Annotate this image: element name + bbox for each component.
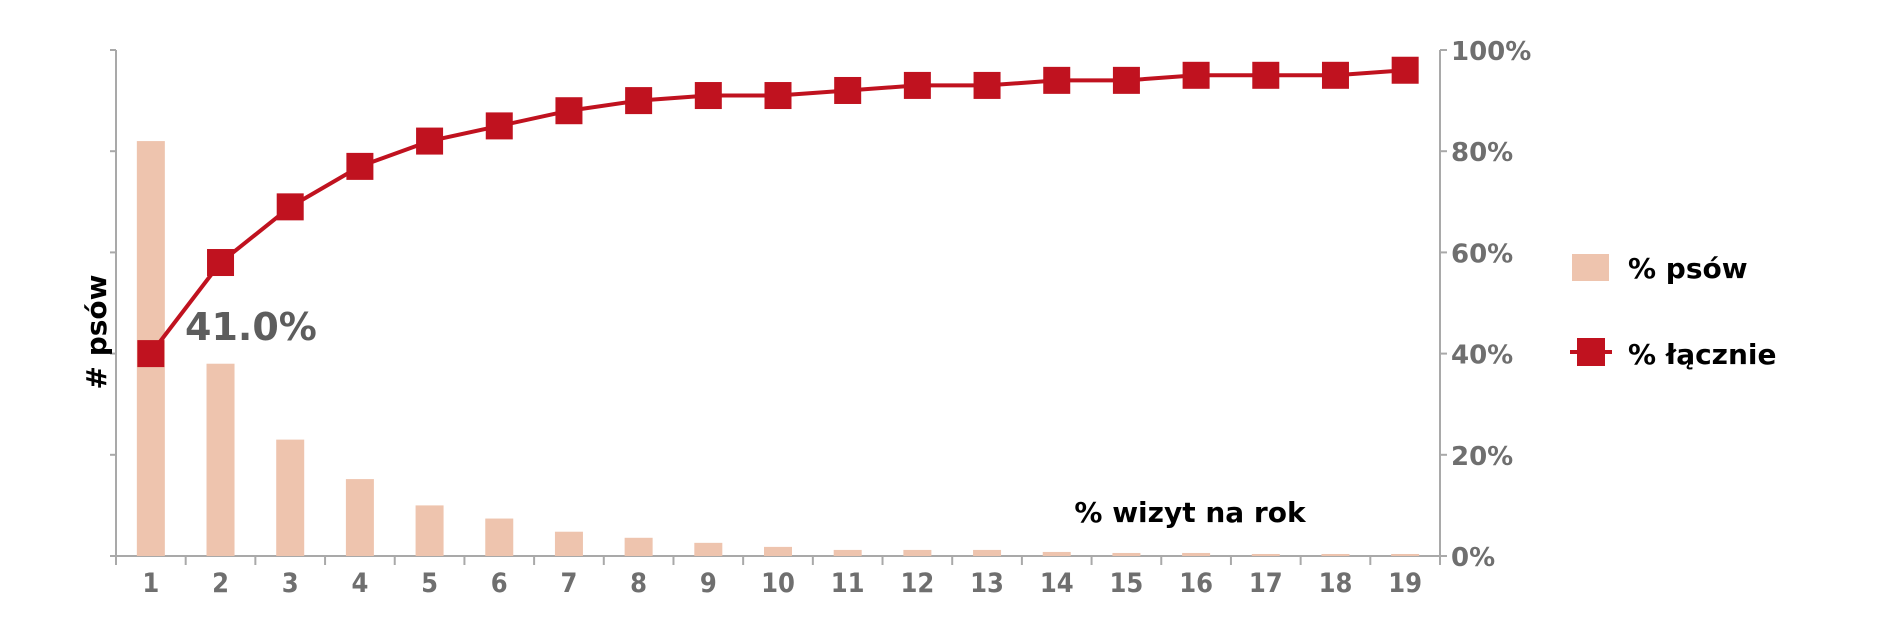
x-tick-label: 12	[900, 568, 934, 599]
line-marker	[1391, 56, 1419, 84]
bar	[624, 537, 653, 556]
x-tick-label: 11	[831, 568, 865, 599]
bar	[276, 439, 305, 556]
x-tick-label: 10	[761, 568, 795, 599]
y2-tick-label: 20%	[1451, 442, 1513, 472]
x-tick-label: 13	[970, 568, 1004, 599]
line-marker	[834, 76, 862, 104]
line-marker	[1321, 61, 1349, 89]
legend-label-psow: % psów	[1628, 252, 1748, 285]
line-marker	[764, 82, 792, 110]
bar	[554, 531, 583, 556]
bar	[206, 363, 235, 556]
bar-series-psow	[136, 141, 1420, 556]
bar	[694, 542, 723, 556]
line-marker	[555, 97, 583, 125]
x-tick-label: 3	[282, 568, 299, 599]
line-marker	[1043, 66, 1071, 94]
x-tick-labels: 1 2 3 4 5 6 7 8 9 10 11 12 13 14 15 16 17 18 19	[142, 568, 1422, 599]
y2-tick-label: 80%	[1451, 138, 1513, 168]
x-tick-label: 8	[630, 568, 647, 599]
line-marker	[1252, 61, 1280, 89]
x-tick-label: 19	[1388, 568, 1422, 599]
bar	[764, 546, 792, 556]
x-tick-label: 5	[421, 568, 438, 599]
x-tick-label: 15	[1110, 568, 1144, 599]
legend-swatch-psow	[1572, 254, 1609, 281]
x-tick-label: 9	[700, 568, 717, 599]
line-marker	[1182, 61, 1210, 89]
bar	[1042, 551, 1071, 556]
y2-tick-label: 60%	[1451, 239, 1513, 269]
line-marker	[694, 82, 722, 110]
y2-tick-label: 40%	[1451, 341, 1513, 371]
x-tick-label: 1	[142, 568, 159, 599]
y2-tick-label: 100%	[1451, 37, 1531, 67]
bar	[1251, 553, 1280, 556]
line-marker	[1112, 66, 1140, 94]
legend: % psów % łącznie	[1570, 252, 1777, 371]
y2-tick-labels: 0% 20% 40% 60% 80% 100%	[1451, 37, 1531, 573]
bar	[973, 549, 1002, 556]
y-axis-title: # psów	[80, 274, 113, 389]
bar	[1112, 552, 1141, 556]
line-marker	[137, 340, 165, 368]
bar	[345, 479, 374, 556]
x-tick-label: 4	[351, 568, 368, 599]
legend-label-lacznie: % łącznie	[1628, 338, 1777, 371]
data-annotation: 41.0%	[185, 305, 317, 349]
x-axis-title: % wizyt na rok	[1074, 496, 1307, 529]
x-tick-label: 17	[1249, 568, 1283, 599]
line-marker	[346, 152, 374, 180]
line-marker	[973, 71, 1001, 99]
line-marker	[485, 112, 513, 140]
line-marker	[207, 249, 235, 277]
x-tick-label: 7	[560, 568, 577, 599]
bar	[903, 549, 932, 556]
bar	[415, 505, 444, 556]
y2-tick-label: 0%	[1451, 543, 1495, 573]
line-marker	[416, 127, 444, 155]
x-tick-label: 2	[212, 568, 229, 599]
bar	[485, 518, 514, 556]
bar	[1182, 552, 1211, 556]
line-marker	[625, 87, 653, 115]
legend-marker-lacznie	[1577, 338, 1605, 366]
x-tick-label: 6	[491, 568, 508, 599]
bar	[1321, 553, 1350, 556]
x-tick-label: 16	[1179, 568, 1213, 599]
line-marker	[903, 71, 931, 99]
series-line	[149, 68, 1406, 355]
line-marker	[276, 193, 304, 221]
bar	[833, 549, 862, 556]
bar	[1391, 553, 1420, 556]
x-tick-label: 14	[1040, 568, 1074, 599]
line-series-lacznie	[137, 56, 1419, 368]
x-tick-label: 18	[1319, 568, 1353, 599]
